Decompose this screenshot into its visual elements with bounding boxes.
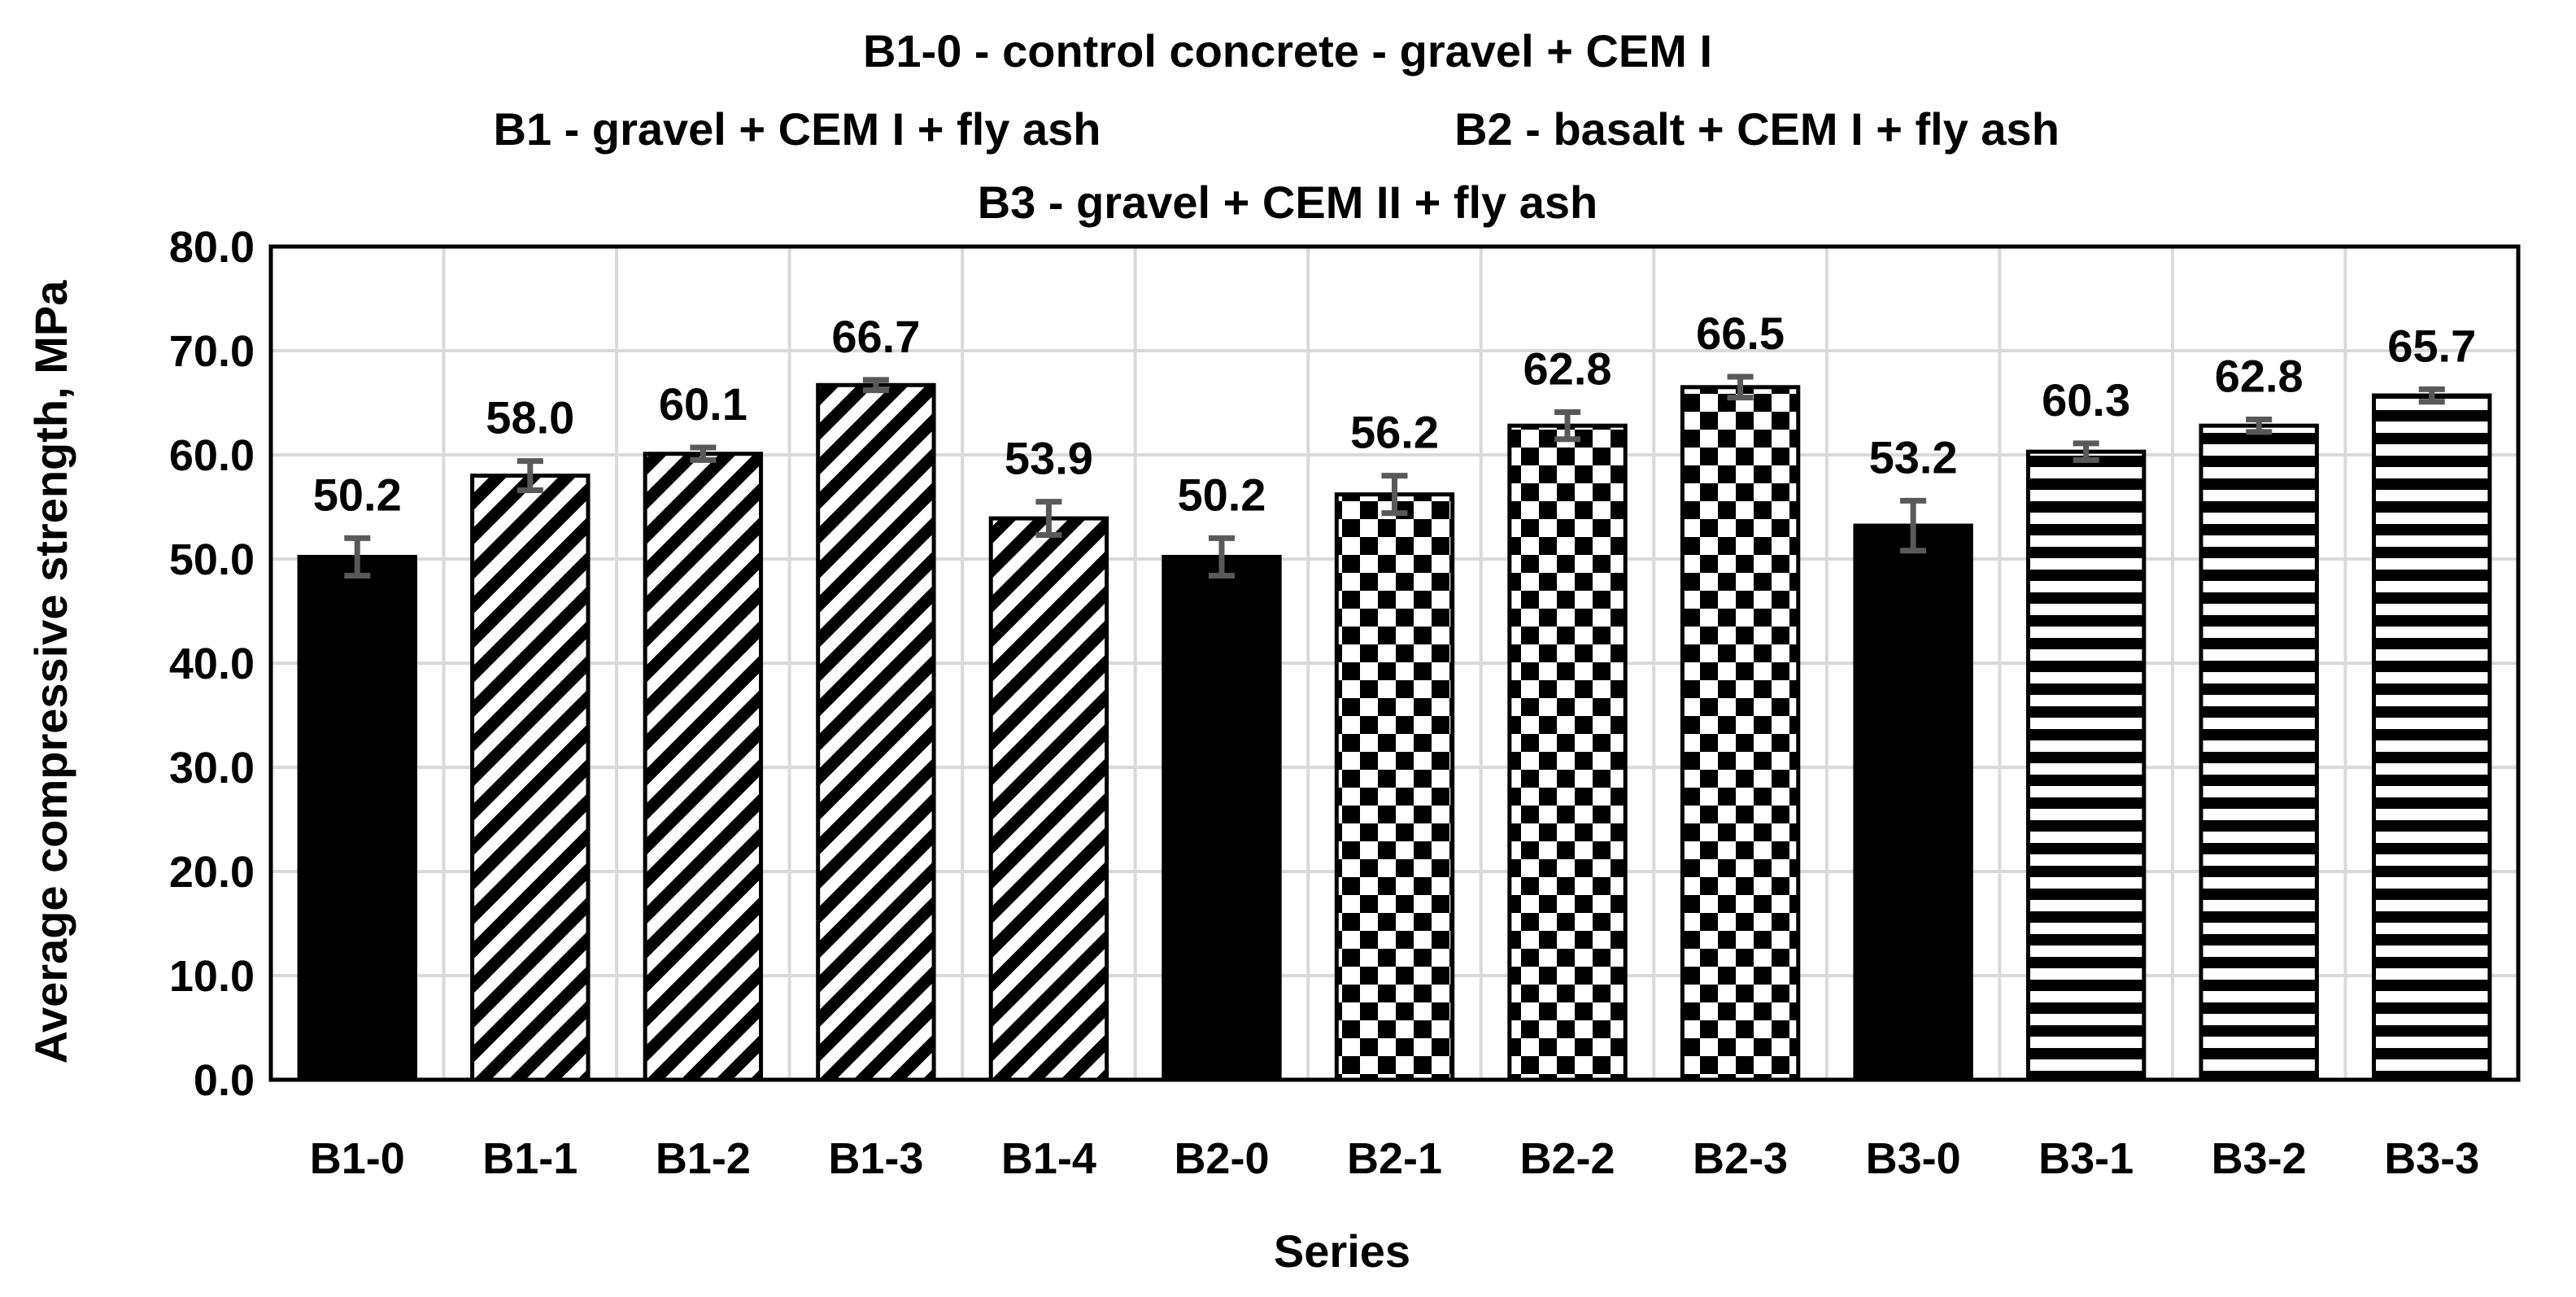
- bar-B1-3: [816, 382, 936, 1082]
- x-tick-label-B3-1: B3-1: [2038, 1134, 2134, 1183]
- data-label-B2-0: 50.2: [1177, 469, 1266, 520]
- x-tick-label-B1-4: B1-4: [1001, 1134, 1096, 1183]
- bar-B2-0: [1162, 554, 1282, 1082]
- plot-area-frame: [268, 244, 2521, 1082]
- bar-B3-0: [1853, 523, 1973, 1082]
- x-tick-label-B1-2: B1-2: [656, 1134, 751, 1183]
- data-label-B2-3: 66.5: [1696, 308, 1785, 359]
- x-tick-labels: B1-0 B1-1 B1-2 B1-3 B1-4 B2-0 B2-1 B2-2 B2-3 B3-0…: [310, 1134, 2480, 1183]
- y-tick-labels: 0.0 10.0 20.0 30.0 40.0 50.0 60.0 70.0 80.0: [169, 223, 255, 1105]
- data-label-B3-2: 62.8: [2215, 350, 2304, 401]
- data-label-B3-1: 60.3: [2042, 374, 2130, 426]
- x-tick-label-B3-2: B3-2: [2212, 1134, 2307, 1183]
- bar-B1-2: [643, 452, 764, 1082]
- data-label-B2-2: 62.8: [1523, 343, 1612, 395]
- y-tick-label: 80.0: [169, 223, 255, 272]
- chart-title-line-1: B1-0 - control concrete - gravel + CEM I: [863, 25, 1712, 76]
- y-tick-label: 10.0: [169, 952, 255, 1001]
- bar-B2-3: [1680, 385, 1801, 1082]
- y-tick-label: 30.0: [169, 744, 255, 793]
- data-labels: 50.2 58.0 60.1 66.7 53.9 50.2 56.2 62.8 66.5 53.2…: [313, 308, 2476, 520]
- x-tick-label-B2-3: B2-3: [1693, 1134, 1788, 1183]
- y-axis-title: Average compressive strength, MPa: [25, 280, 76, 1064]
- y-tick-label: 0.0: [194, 1056, 255, 1105]
- data-label-B1-4: 53.9: [1005, 433, 1093, 484]
- bars: [297, 382, 2492, 1082]
- x-tick-label-B2-1: B2-1: [1347, 1134, 1442, 1183]
- bar-B2-2: [1507, 423, 1628, 1082]
- x-tick-label-B3-3: B3-3: [2384, 1134, 2479, 1183]
- chart-title-line-2a: B1 - gravel + CEM I + fly ash: [494, 103, 1101, 155]
- data-label-B2-1: 56.2: [1350, 407, 1439, 458]
- bar-B1-0: [297, 554, 417, 1082]
- y-tick-label: 20.0: [169, 848, 255, 897]
- y-tick-label: 60.0: [169, 431, 255, 480]
- y-tick-label: 70.0: [169, 327, 255, 376]
- bar-B1-4: [988, 516, 1109, 1082]
- y-tick-label: 40.0: [169, 640, 255, 688]
- x-axis-title: Series: [1274, 1225, 1410, 1277]
- bar-B3-2: [2199, 423, 2319, 1082]
- data-label-B1-3: 66.7: [831, 311, 920, 362]
- x-tick-label-B2-0: B2-0: [1174, 1134, 1269, 1183]
- bar-B3-3: [2372, 393, 2492, 1082]
- data-label-B3-0: 53.2: [1869, 431, 1958, 483]
- y-tick-label: 50.0: [169, 535, 255, 584]
- data-label-B3-3: 65.7: [2387, 320, 2476, 371]
- chart-title-line-2b: B2 - basalt + CEM I + fly ash: [1454, 103, 2059, 155]
- error-bars: [344, 373, 2445, 579]
- x-tick-label-B3-0: B3-0: [1866, 1134, 1961, 1183]
- x-tick-label-B1-3: B1-3: [828, 1134, 923, 1183]
- x-tick-label-B1-0: B1-0: [310, 1134, 405, 1183]
- bar-B3-1: [2025, 449, 2147, 1082]
- data-label-B1-0: 50.2: [313, 469, 402, 520]
- bar-B2-1: [1334, 492, 1455, 1082]
- data-label-B1-2: 60.1: [659, 378, 748, 430]
- data-label-B1-1: 58.0: [486, 392, 574, 443]
- x-tick-label-B1-1: B1-1: [482, 1134, 578, 1183]
- bar-B1-1: [470, 474, 591, 1082]
- x-tick-label-B2-2: B2-2: [1520, 1134, 1615, 1183]
- chart-title-line-3: B3 - gravel + CEM II + fly ash: [978, 177, 1598, 228]
